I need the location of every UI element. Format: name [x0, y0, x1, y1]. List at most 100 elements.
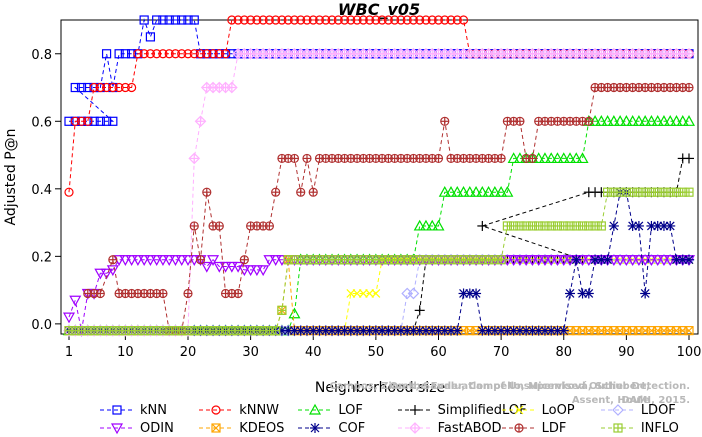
data-point — [526, 255, 539, 266]
data-point — [457, 185, 470, 197]
data-point — [570, 152, 583, 164]
series-line — [69, 259, 689, 332]
data-point — [175, 255, 188, 266]
data-point — [264, 15, 275, 25]
credit-overlay: On the Evaluation of Unsupervised Outlie… — [329, 380, 690, 408]
data-point — [177, 15, 187, 25]
data-point — [238, 265, 251, 277]
data-point — [577, 288, 588, 299]
data-point — [94, 268, 107, 280]
data-point — [507, 152, 520, 164]
x-tick-label: 20 — [180, 345, 197, 360]
data-point — [189, 221, 199, 231]
data-point — [213, 261, 226, 273]
data-point — [639, 115, 652, 126]
data-point — [558, 325, 569, 336]
data-point — [682, 115, 696, 126]
data-point — [358, 289, 368, 298]
data-point — [495, 185, 508, 197]
data-point — [557, 152, 570, 164]
credit-line-authors: On the Evaluation of Unsupervised Outlie… — [389, 381, 690, 406]
data-point — [95, 116, 105, 126]
data-point — [371, 289, 381, 298]
data-point — [501, 185, 514, 197]
data-point — [402, 325, 413, 336]
legend-item-lof: LOF — [296, 403, 395, 418]
data-point — [595, 115, 608, 126]
data-point — [327, 325, 338, 336]
series-odin — [62, 255, 696, 337]
data-point — [383, 15, 393, 25]
legend-label: LDOF — [640, 402, 676, 418]
data-point — [440, 116, 450, 126]
data-point — [670, 115, 683, 126]
data-point — [264, 221, 275, 231]
data-point — [233, 15, 243, 25]
legend-label: COF — [338, 420, 366, 436]
data-point — [596, 221, 606, 231]
data-point — [108, 255, 118, 265]
data-point — [664, 115, 677, 126]
data-point — [365, 15, 375, 25]
data-point — [433, 153, 444, 164]
legend-row: ODIN KDEOS COF FastABOD LDF INFLO — [98, 419, 698, 437]
data-point — [684, 82, 694, 93]
data-point — [477, 325, 488, 336]
plot-frame — [60, 19, 699, 335]
data-point — [515, 116, 525, 126]
data-point — [158, 49, 168, 59]
series-line — [69, 259, 689, 332]
data-point — [545, 255, 558, 266]
data-point — [452, 325, 463, 336]
series-line — [69, 120, 689, 332]
legend-swatch — [600, 423, 635, 433]
data-point — [257, 265, 270, 277]
legend-item-simplifiedlof: SimplifiedLOF — [396, 403, 527, 418]
data-point — [496, 255, 506, 265]
data-point — [632, 115, 645, 126]
data-point — [551, 152, 564, 164]
data-point — [277, 305, 287, 315]
data-point — [520, 255, 533, 266]
data-point — [432, 219, 445, 231]
data-point — [333, 325, 344, 336]
series-line — [68, 258, 689, 331]
data-point — [239, 15, 249, 25]
data-point — [538, 255, 551, 266]
data-point — [158, 15, 168, 25]
series-inflo — [64, 187, 694, 336]
data-point — [271, 326, 281, 336]
data-point — [488, 185, 501, 197]
legend-item-odin: ODIN — [98, 421, 197, 436]
data-point — [177, 49, 187, 59]
series-line — [69, 157, 689, 332]
data-point — [451, 185, 464, 197]
data-point — [225, 261, 238, 273]
data-point — [446, 15, 456, 25]
data-point — [657, 255, 670, 266]
data-point — [571, 254, 582, 265]
data-point — [601, 115, 614, 126]
data-point — [283, 15, 293, 25]
data-point — [657, 115, 670, 126]
data-point — [684, 187, 694, 197]
data-point — [101, 116, 112, 126]
data-point — [458, 15, 469, 25]
legend-swatch — [100, 423, 134, 435]
data-point — [390, 15, 400, 25]
legend-label: LoOP — [541, 402, 575, 418]
data-point — [144, 255, 157, 266]
data-point — [263, 255, 276, 266]
data-point — [471, 288, 482, 299]
data-point — [133, 49, 143, 59]
data-point — [158, 288, 168, 299]
data-point — [584, 116, 594, 126]
data-point — [289, 15, 300, 25]
legend-swatch — [199, 405, 234, 415]
data-point — [246, 15, 256, 25]
data-point — [502, 325, 513, 336]
data-point — [101, 82, 112, 93]
data-point — [283, 325, 294, 336]
data-point — [200, 261, 213, 273]
